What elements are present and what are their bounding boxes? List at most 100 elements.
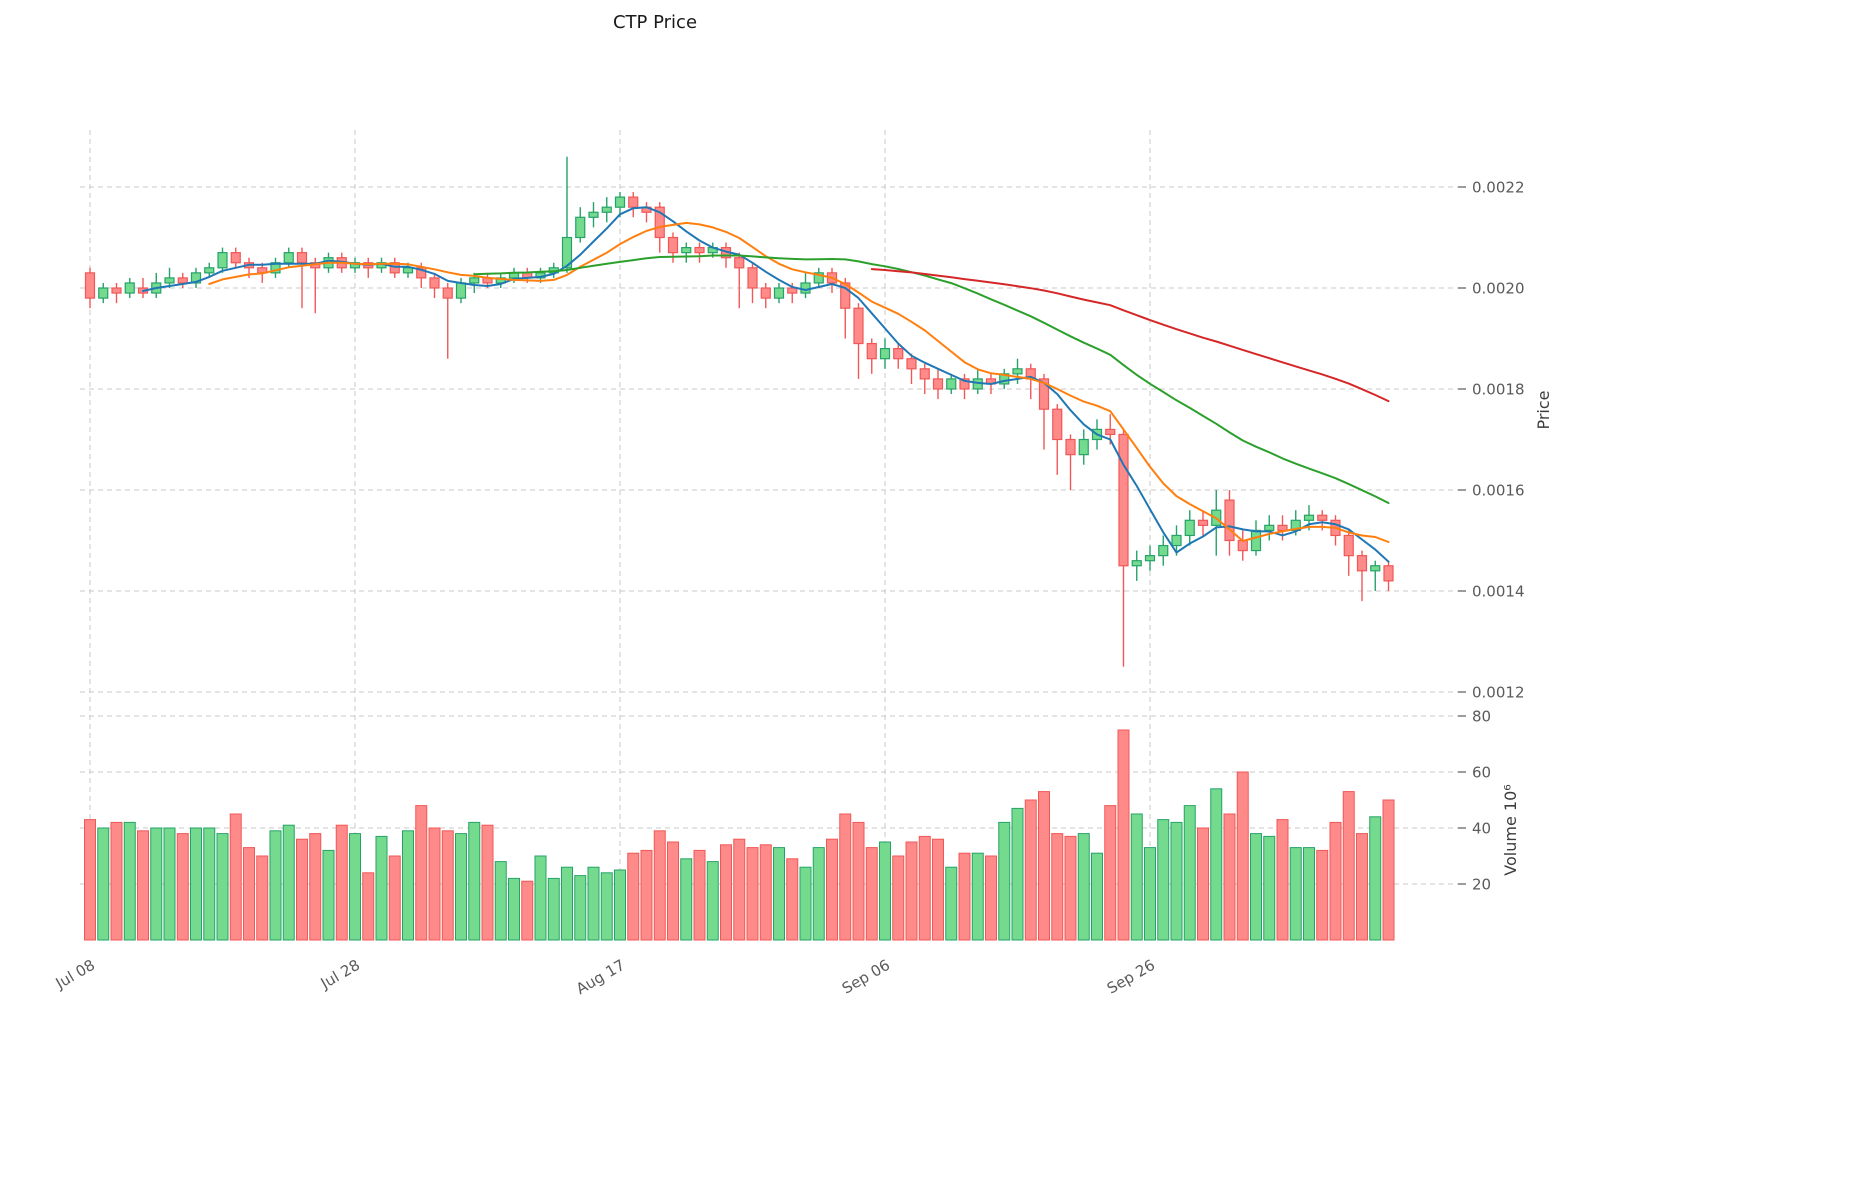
candle-body [1224, 499, 1235, 542]
candle-body [866, 342, 877, 360]
candle-body [455, 282, 467, 299]
volume-bar [375, 835, 388, 941]
candle-body [1131, 560, 1142, 567]
candle-body [230, 252, 241, 264]
volume-bar [1303, 847, 1315, 941]
candle-body [283, 252, 294, 264]
volume-bar [1236, 771, 1249, 941]
candle-body [1237, 539, 1248, 552]
volume-bar [945, 866, 958, 941]
candle-body [919, 368, 930, 380]
candle-body [800, 282, 811, 294]
volume-bar [985, 855, 997, 941]
volume-bar [1091, 852, 1103, 941]
volume-bar [137, 830, 149, 941]
volume-bar [1263, 835, 1276, 941]
candle-body [747, 267, 758, 289]
volume-bar [1342, 791, 1355, 941]
volume-bar [282, 824, 295, 941]
candle-body [561, 236, 573, 269]
volume-bar [441, 830, 454, 941]
candle-body [190, 272, 202, 284]
volume-bar [1316, 849, 1329, 941]
candle-body [588, 211, 599, 218]
candle-body [442, 287, 453, 299]
ma-line-ma60 [870, 268, 1390, 403]
volume-bar [640, 849, 653, 941]
volume-bar [733, 838, 746, 941]
volume-bar [1356, 833, 1368, 941]
volume-bar [614, 869, 626, 941]
volume-bar [428, 827, 441, 941]
volume-bar [812, 847, 825, 941]
candle-body [1078, 438, 1089, 456]
candle-body [270, 262, 281, 274]
volume-bar [1250, 833, 1262, 941]
candle-body [1105, 428, 1116, 436]
candle-body [1197, 519, 1209, 526]
volume-bar [176, 833, 189, 941]
x-tick-label: Sep 26 [1104, 956, 1158, 998]
volume-bar [521, 880, 534, 941]
chart-title: CTP Price [613, 12, 697, 33]
volume-bar [720, 844, 732, 941]
candle-body [1317, 514, 1328, 521]
candle-body [349, 262, 361, 269]
candle-body [734, 257, 745, 269]
candle-body [601, 206, 612, 213]
price-tick-label: 0.0018 [1472, 380, 1525, 398]
volume-bar [1183, 805, 1196, 941]
candle-body [813, 272, 824, 284]
volume-bar [998, 821, 1011, 941]
volume-bar [1117, 729, 1130, 941]
volume-axis-label: Volume 10⁶ [1501, 784, 1520, 875]
volume-bar [123, 821, 136, 941]
candle-body [614, 196, 626, 208]
candle-body [1158, 544, 1169, 557]
volume-bar [706, 861, 719, 941]
ma-line-ma30 [473, 254, 1390, 504]
volume-bar [309, 833, 322, 941]
volume-bar [296, 838, 308, 941]
price-axis-label: Price [1534, 390, 1553, 429]
volume-bar [865, 847, 878, 941]
volume-bar [110, 821, 123, 941]
candle-body [879, 348, 891, 360]
volume-bar [680, 858, 693, 941]
volume-bar [1024, 799, 1037, 941]
volume-tick-label: 60 [1472, 763, 1491, 781]
candle-body [1250, 529, 1262, 552]
volume-bar [667, 841, 679, 941]
volume-bar [1382, 799, 1395, 941]
volume-bar [918, 835, 931, 941]
volume-bar [1038, 791, 1050, 941]
volume-bar [971, 852, 984, 941]
volume-bar [547, 877, 560, 941]
price-tick-label: 0.0012 [1472, 683, 1525, 701]
plot-area: 0.0022 0.0020 0.0018 0.0016 0.0014 0.0012 80 60… [52, 130, 1525, 998]
volume-bar [97, 827, 110, 941]
candle-body [959, 378, 970, 390]
volume-bar [1329, 821, 1342, 941]
volume-bar [892, 855, 905, 941]
volume-bar [653, 830, 666, 941]
volume-bar [746, 847, 759, 941]
candle-body [946, 378, 957, 390]
volume-bar [84, 819, 96, 941]
volume-bar [190, 827, 202, 941]
volume-bar [481, 824, 494, 941]
volume-bar [799, 866, 812, 941]
ma-line-ma10 [208, 221, 1390, 543]
volume-bar [839, 813, 852, 941]
volume-bar [759, 844, 772, 941]
candle-body [84, 272, 96, 299]
candle-body [164, 277, 175, 284]
candle-body [1012, 368, 1023, 375]
candle-body [932, 378, 944, 390]
candle-body [1038, 378, 1050, 410]
candle-body [296, 252, 308, 264]
volume-bar [1144, 847, 1156, 941]
volume-bar [574, 875, 587, 941]
candle-body [773, 287, 785, 299]
volume-bar [455, 833, 467, 941]
